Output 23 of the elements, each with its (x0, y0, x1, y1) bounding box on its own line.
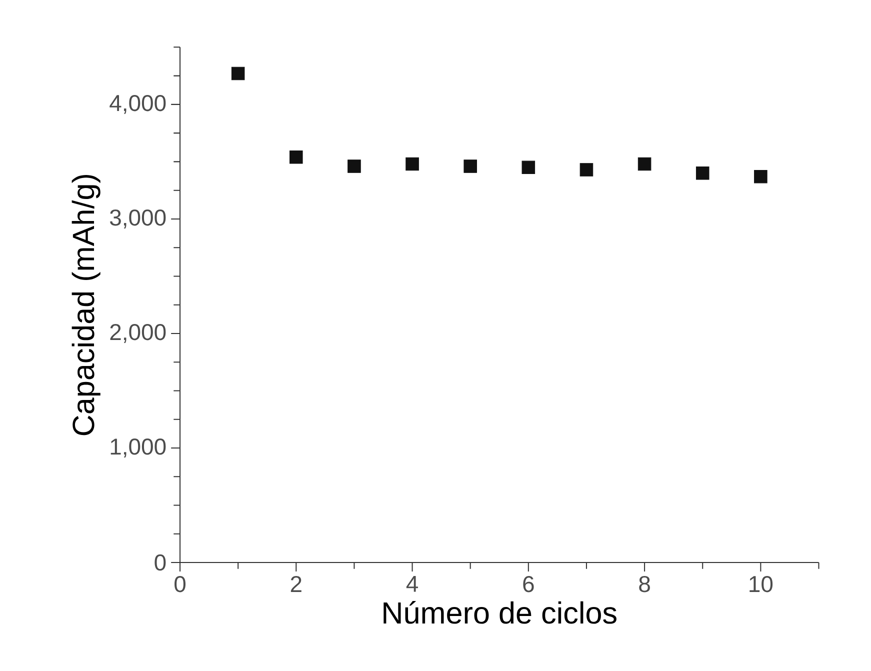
x-tick-label: 10 (750, 576, 773, 592)
x-tick-label: 2 (290, 576, 302, 592)
y-tick-label: 3,000 (110, 209, 166, 228)
x-tick-label: 6 (523, 576, 534, 592)
y-tick-label: 2,000 (110, 324, 166, 343)
x-tick-label: 8 (639, 576, 650, 592)
point (696, 166, 710, 180)
point (290, 150, 303, 164)
y-tick-label: 1,000 (110, 438, 166, 458)
point (754, 170, 768, 184)
y-tick-label: 0 (154, 554, 166, 570)
point (231, 66, 245, 80)
point (464, 159, 477, 173)
y-tick-label: 4,000 (110, 94, 166, 114)
x-tick-label: 0 (174, 576, 186, 592)
point (522, 160, 536, 174)
x-axis-title: Número de ciclos (384, 600, 616, 624)
point (406, 157, 419, 170)
x-tick-label: 4 (406, 576, 418, 592)
point (348, 159, 361, 173)
point (580, 162, 594, 176)
point (638, 157, 652, 170)
y-axis-title: Capacidad (mAh/g) (72, 174, 100, 435)
